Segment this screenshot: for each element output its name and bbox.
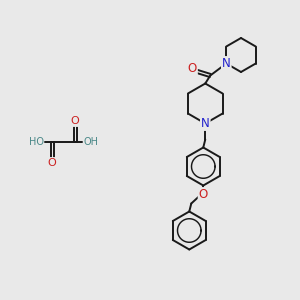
Text: N: N [222,57,231,70]
Text: HO: HO [28,137,44,147]
Text: O: O [48,158,56,168]
Text: N: N [201,117,210,130]
Text: OH: OH [83,137,98,147]
Text: O: O [188,62,197,75]
Text: O: O [199,188,208,201]
Text: O: O [70,116,80,126]
